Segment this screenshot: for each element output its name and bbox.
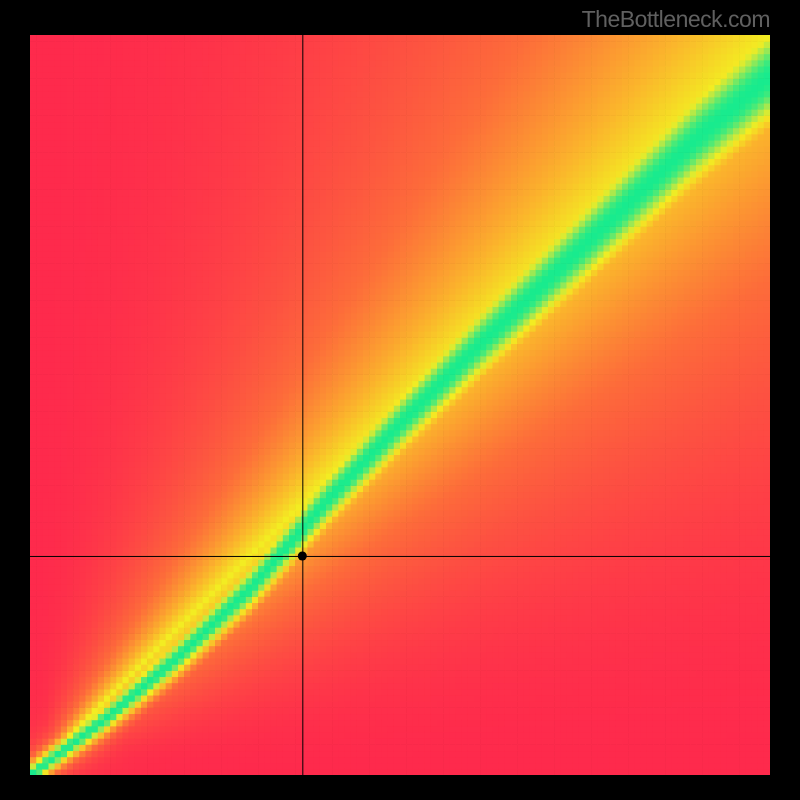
chart-container: TheBottleneck.com [0, 0, 800, 800]
bottleneck-heatmap [30, 35, 770, 775]
watermark-text: TheBottleneck.com [582, 6, 770, 33]
